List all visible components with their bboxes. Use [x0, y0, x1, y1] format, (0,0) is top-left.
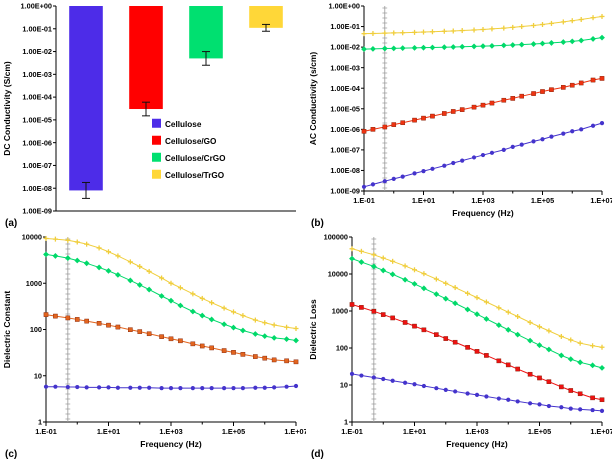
series-cellulose-crgo	[361, 34, 605, 53]
series-cellulose-go	[349, 302, 605, 403]
svg-text:1.00E-05: 1.00E-05	[330, 104, 360, 113]
svg-text:1.E+07: 1.E+07	[590, 196, 612, 205]
series-cellulose-go	[361, 76, 605, 134]
dc-conductivity-bar-chart: 1.00E+00 1.00E-01 1.00E-02 1.00E-03 1.00E-04…	[2, 2, 296, 216]
svg-text:1.00E-07: 1.00E-07	[22, 161, 52, 170]
axes-b: 1.00E+00 1.00E-01 1.00E-02 1.00E-03 1.00E-04…	[308, 2, 612, 218]
svg-text:1.00E-03: 1.00E-03	[22, 70, 52, 79]
svg-text:1.E+05: 1.E+05	[222, 427, 245, 436]
svg-text:1.00E-04: 1.00E-04	[22, 93, 53, 102]
svg-text:Dielectric Loss: Dielectric Loss	[308, 299, 318, 360]
panel-label-a: (a)	[5, 218, 18, 229]
series-cellulose-trgo	[349, 246, 605, 350]
svg-text:1.00E-08: 1.00E-08	[22, 184, 52, 193]
svg-text:100: 100	[30, 325, 42, 334]
svg-text:1.00E-08: 1.00E-08	[330, 166, 360, 175]
svg-text:Cellulose/TrGO: Cellulose/TrGO	[165, 171, 225, 180]
svg-text:1.00E-06: 1.00E-06	[330, 125, 360, 134]
series-cellulose-trgo	[361, 13, 605, 37]
panel-c: 1 10 100 1000 10000 1.E-01 1.E+01 1.E+03 1.E+05 1…	[0, 231, 306, 462]
svg-text:1.E+03: 1.E+03	[471, 196, 494, 205]
series-cellulose	[349, 371, 605, 413]
svg-text:100: 100	[336, 344, 348, 353]
panel-a: 1.00E+00 1.00E-01 1.00E-02 1.00E-03 1.00E-04…	[0, 0, 306, 231]
svg-text:1.E+01: 1.E+01	[412, 196, 435, 205]
svg-text:1.00E-03: 1.00E-03	[330, 63, 360, 72]
svg-text:1.E+07: 1.E+07	[590, 427, 612, 436]
svg-text:Cellulose/CrGO: Cellulose/CrGO	[165, 154, 226, 163]
series-cellulose	[43, 383, 299, 391]
svg-text:1.00E-01: 1.00E-01	[330, 22, 360, 31]
svg-text:1: 1	[344, 418, 348, 427]
svg-text:10: 10	[34, 371, 42, 380]
panel-b: 1.00E+00 1.00E-01 1.00E-02 1.00E-03 1.00E-04…	[306, 0, 612, 231]
svg-text:Frequency (Hz): Frequency (Hz)	[452, 208, 514, 218]
dielectric-constant-line-chart: 1 10 100 1000 10000 1.E-01 1.E+01 1.E+03 1.E+05 1…	[2, 233, 306, 449]
svg-text:AC Conductivity (s/cm): AC Conductivity (s/cm)	[308, 52, 318, 146]
svg-text:1.00E-04: 1.00E-04	[330, 84, 361, 93]
svg-text:1.00E-02: 1.00E-02	[22, 47, 52, 56]
svg-text:100000: 100000	[324, 233, 348, 242]
svg-text:1.E-01: 1.E-01	[35, 427, 57, 436]
axes-a: 1.00E+00 1.00E-01 1.00E-02 1.00E-03 1.00E-04…	[2, 2, 296, 216]
svg-text:Frequency (Hz): Frequency (Hz)	[140, 439, 202, 449]
dielectric-loss-line-chart: 1 10 100 1000 10000 100000 1.E-01 1.E+01 1.E+03 1…	[308, 233, 612, 449]
svg-text:1.E+03: 1.E+03	[465, 427, 488, 436]
ac-conductivity-line-chart: 1.00E+00 1.00E-01 1.00E-02 1.00E-03 1.00E-04…	[308, 2, 612, 218]
svg-text:Dielectric Constant: Dielectric Constant	[2, 291, 12, 369]
svg-text:1.00E-07: 1.00E-07	[330, 145, 360, 154]
panel-label-d: (d)	[311, 449, 324, 460]
svg-text:1.E+01: 1.E+01	[97, 427, 120, 436]
svg-text:1.00E-01: 1.00E-01	[22, 24, 52, 33]
series-cellulose-trgo	[43, 235, 299, 332]
svg-text:1.00E-02: 1.00E-02	[330, 43, 360, 52]
series-cellulose-crgo	[43, 251, 299, 344]
svg-text:1.E+01: 1.E+01	[403, 427, 426, 436]
svg-text:1.00E+00: 1.00E+00	[21, 2, 52, 11]
svg-text:1.E+07: 1.E+07	[284, 427, 306, 436]
legend: Cellulose Cellulose/GO Cellulose/CrGO Cellu…	[152, 118, 226, 180]
panel-d: 1 10 100 1000 10000 100000 1.E-01 1.E+01 1.E+03 1…	[306, 231, 612, 462]
series-cellulose-go	[43, 312, 299, 365]
svg-text:10: 10	[340, 381, 348, 390]
axes-d: 1 10 100 1000 10000 100000 1.E-01 1.E+01 1.E+03 1…	[308, 233, 612, 449]
svg-text:DC Conductivity (S/cm): DC Conductivity (S/cm)	[2, 61, 12, 156]
panel-label-c: (c)	[5, 449, 18, 460]
svg-text:1.E+05: 1.E+05	[528, 427, 551, 436]
svg-text:10000: 10000	[22, 233, 42, 242]
bars	[69, 6, 283, 199]
svg-text:1.E-01: 1.E-01	[353, 196, 375, 205]
svg-text:1.E-01: 1.E-01	[341, 427, 363, 436]
svg-text:1000: 1000	[332, 307, 348, 316]
svg-text:10000: 10000	[328, 270, 348, 279]
svg-text:1.E+05: 1.E+05	[531, 196, 554, 205]
series-cellulose-crgo	[349, 255, 605, 371]
svg-text:Cellulose: Cellulose	[165, 120, 202, 129]
svg-text:1.E+03: 1.E+03	[159, 427, 182, 436]
svg-text:1.00E+00: 1.00E+00	[329, 2, 360, 11]
svg-text:1000: 1000	[26, 279, 42, 288]
reference-vline	[65, 237, 71, 422]
svg-text:1.00E-09: 1.00E-09	[22, 207, 52, 216]
svg-text:Frequency (Hz): Frequency (Hz)	[446, 439, 508, 449]
svg-text:1.00E-06: 1.00E-06	[22, 138, 52, 147]
series-cellulose	[361, 121, 605, 189]
svg-text:1.00E-05: 1.00E-05	[22, 115, 52, 124]
svg-text:Cellulose/GO: Cellulose/GO	[165, 137, 217, 146]
svg-text:1.00E-09: 1.00E-09	[330, 187, 360, 196]
panel-label-b: (b)	[311, 218, 324, 229]
svg-text:1: 1	[38, 418, 42, 427]
axes-c: 1 10 100 1000 10000 1.E-01 1.E+01 1.E+03 1.E+05 1…	[2, 233, 306, 449]
